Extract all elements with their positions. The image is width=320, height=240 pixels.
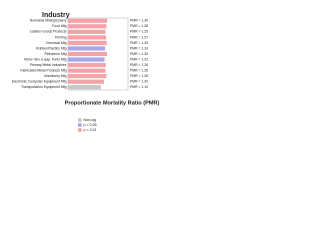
y-tick-label: Transportation Equipment Mfg: [21, 85, 67, 89]
legend-swatch: [78, 123, 82, 127]
legend-label: p < 0.05: [84, 123, 97, 127]
y-tick-label: Food Mfg: [52, 24, 66, 28]
bar: [68, 57, 105, 62]
bar: [68, 85, 101, 90]
value-label: PMR = 1.10: [130, 85, 148, 89]
y-tick-label: Nonmetal Mining/Quarry: [30, 19, 67, 23]
value-label: PMR = 1.27: [130, 35, 148, 39]
legend-swatch: [78, 128, 82, 132]
value-label: PMR = 1.25: [130, 30, 148, 34]
value-label: PMR = 1.30: [130, 52, 148, 56]
y-tick-label: Printing: [55, 35, 67, 39]
bar: [68, 40, 107, 46]
legend-label: Non-sig: [84, 118, 96, 122]
value-label: PMR = 1.29: [130, 41, 148, 45]
bar: [68, 24, 107, 29]
x-axis-title: Proportionate Mortality Ratio (PMR): [65, 100, 160, 106]
chart-title: Industry: [42, 12, 70, 19]
bar: [68, 79, 104, 84]
value-label: PMR = 1.26: [130, 63, 148, 67]
y-tick-label: Electronic Computer Equipment Mfg: [12, 80, 67, 84]
bar: [68, 35, 107, 40]
legend-label: p < 0.01: [84, 128, 97, 132]
value-label: PMR = 1.30: [130, 19, 148, 23]
bar: [68, 68, 106, 73]
value-label: PMR = 1.25: [130, 69, 148, 73]
bar: [68, 51, 107, 57]
value-label: PMR = 1.28: [130, 74, 148, 78]
chart: Industry Proportionate Mortality Ratio (…: [12, 12, 160, 132]
bar: [68, 74, 107, 79]
y-tick-label: Machinery Mfg: [44, 74, 66, 78]
value-label: PMR = 1.24: [130, 46, 148, 50]
legend-swatch: [78, 118, 82, 122]
y-tick-label: Motor Veh. Equip. Parts Mfg: [24, 57, 67, 61]
y-tick-label: Primary Metal Industries: [30, 63, 67, 67]
y-tick-label: Rubber/Plastics Mfg: [36, 46, 66, 50]
value-label: PMR = 1.22: [130, 57, 148, 61]
value-label: PMR = 1.28: [130, 24, 148, 28]
bar: [68, 46, 106, 51]
y-tick-label: Petroleum Mfg: [44, 52, 66, 56]
value-label: PMR = 1.20: [130, 80, 148, 84]
y-tick-label: Chemical Mfg: [46, 41, 67, 45]
bar: [68, 18, 107, 23]
bar: [68, 62, 106, 68]
y-tick-label: Leather Goods Products: [30, 30, 67, 34]
y-tick-label: Fabricated Metal Products Mfg: [20, 69, 66, 73]
bar: [68, 29, 106, 34]
